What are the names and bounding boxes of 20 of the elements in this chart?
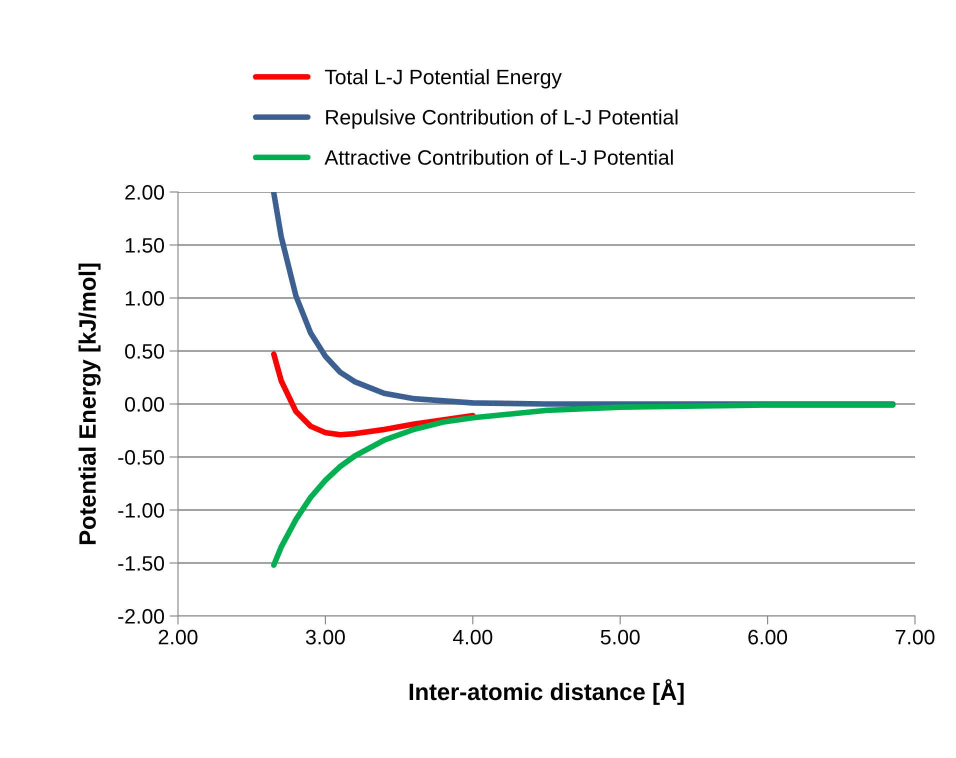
- y-tick-label: 1.00: [126, 291, 164, 306]
- y-tick-label: -1.00: [118, 503, 164, 518]
- y-tick-label: -2.00: [118, 609, 164, 624]
- x-tick-label: 2.00: [158, 630, 198, 644]
- legend-label: Total L-J Potential Energy: [324, 69, 562, 88]
- legend-label: Repulsive Contribution of L-J Potential: [326, 109, 678, 129]
- x-tick-label: 6.00: [748, 630, 788, 644]
- y-tick-label: 1.50: [126, 238, 164, 253]
- y-tick-label: -0.50: [118, 450, 164, 465]
- x-tick-label: 5.00: [600, 630, 640, 644]
- x-axis-title: Inter-atomic distance [Å]: [410, 679, 684, 705]
- x-tick-label: 4.00: [453, 630, 492, 644]
- legend-label: Attractive Contribution of L-J Potential: [324, 150, 673, 165]
- y-tick-label: 0.00: [125, 397, 164, 412]
- y-tick-label: 2.00: [125, 185, 164, 200]
- x-tick-label: 3.00: [306, 630, 345, 644]
- y-tick-label: 0.50: [125, 344, 164, 359]
- y-axis-title: Potential Energy [kJ/mol]: [78, 264, 101, 544]
- y-tick-label: -1.50: [118, 556, 164, 571]
- x-tick-label: 7.00: [896, 630, 934, 644]
